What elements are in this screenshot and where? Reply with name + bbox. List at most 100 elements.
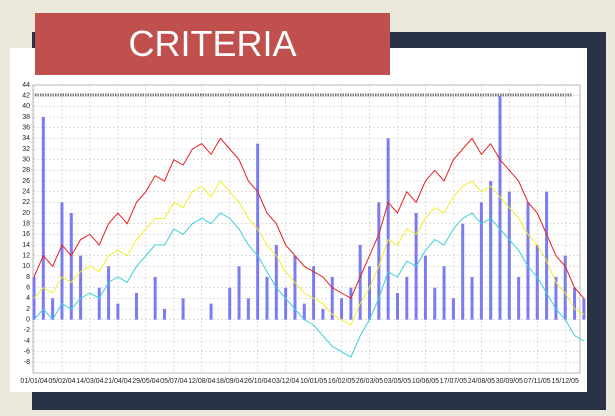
slide-title: CRITERIA: [35, 13, 390, 75]
y-tick-label: -6: [24, 349, 30, 356]
y-tick-label: 24: [22, 189, 30, 196]
x-tick-label: 26/03/05: [356, 378, 383, 385]
y-tick-label: 8: [26, 274, 30, 281]
x-tick-label: 12/08/04: [188, 378, 215, 385]
rain-bar: [135, 293, 139, 320]
y-tick-label: 30: [22, 157, 30, 164]
rain-bar: [340, 298, 344, 320]
y-tick-label: 4: [26, 295, 30, 302]
rain-bar: [330, 277, 334, 320]
rain-bar: [386, 138, 390, 320]
rain-bar: [79, 255, 83, 320]
x-tick-label: 14/03/04: [76, 378, 103, 385]
temperature-line: [33, 180, 585, 326]
rain-bar: [60, 202, 64, 320]
y-tick-label: 40: [22, 103, 30, 110]
rain-bar: [423, 255, 427, 320]
y-tick-label: 34: [22, 135, 30, 142]
x-tick-label: 24/08/05: [468, 378, 495, 385]
x-tick-label: 05/07/04: [160, 378, 187, 385]
rain-bar: [563, 255, 567, 320]
rain-bar: [470, 277, 474, 320]
rain-bar: [302, 303, 306, 320]
rain-bar: [321, 309, 325, 320]
x-tick-label: 01/01/04: [20, 378, 47, 385]
rain-bar: [284, 287, 288, 320]
y-tick-label: 0: [26, 317, 30, 324]
rain-bar: [181, 298, 185, 320]
x-tick-label: 17/07/05: [440, 378, 467, 385]
rain-bar: [107, 266, 111, 320]
rain-bar: [442, 266, 446, 320]
rain-bar: [498, 95, 502, 320]
rain-bar: [489, 181, 493, 320]
rain-bar: [116, 303, 120, 320]
rain-bar: [526, 202, 530, 320]
rain-bar: [265, 277, 269, 320]
y-tick-label: 6: [26, 285, 30, 292]
x-tick-label: 29/05/04: [132, 378, 159, 385]
x-tick-label: 07/11/05: [524, 378, 551, 385]
y-tick-label: 22: [22, 199, 30, 206]
rain-bar: [582, 298, 586, 320]
rain-bar: [69, 213, 73, 320]
y-tick-label: 12: [22, 253, 30, 260]
y-tick-label: 36: [22, 125, 30, 132]
y-tick-label: -4: [24, 338, 30, 345]
x-tick-label: 18/09/04: [216, 378, 243, 385]
rain-bar: [535, 245, 539, 320]
rain-bar: [479, 202, 483, 320]
x-tick-label: 21/04/04: [104, 378, 131, 385]
rain-bar: [461, 223, 465, 320]
temperature-line: [33, 137, 585, 300]
rain-bar: [162, 309, 166, 320]
rain-bar: [349, 287, 353, 320]
rain-bar: [246, 298, 250, 320]
y-tick-label: 20: [22, 210, 30, 217]
y-tick-label: -8: [24, 359, 30, 366]
y-tick-label: 44: [22, 82, 30, 89]
x-tick-label: 26/10/04: [244, 378, 271, 385]
rain-bar: [97, 287, 101, 320]
y-tick-label: 2: [26, 306, 30, 313]
rain-bar: [237, 266, 241, 320]
x-tick-label: 30/09/05: [496, 378, 523, 385]
rain-bar: [41, 117, 45, 320]
x-tick-label: 10/06/05: [412, 378, 439, 385]
rain-bar: [507, 191, 511, 320]
y-tick-label: 10: [22, 263, 30, 270]
x-tick-label: 03/05/05: [384, 378, 411, 385]
x-tick-label: 03/12/04: [272, 378, 299, 385]
x-tick-label: 05/02/04: [48, 378, 75, 385]
rain-bar: [368, 266, 372, 320]
rain-bar: [51, 298, 55, 320]
rain-bar: [228, 287, 232, 320]
y-tick-label: 28: [22, 167, 30, 174]
plot-frame: [32, 84, 581, 374]
rain-bar: [256, 143, 260, 320]
rain-bar: [451, 298, 455, 320]
y-tick-label: 14: [22, 242, 30, 249]
rain-bar: [545, 191, 549, 320]
x-tick-label: 15/12/05: [552, 378, 579, 385]
rain-bar: [405, 277, 409, 320]
y-tick-label: 16: [22, 231, 30, 238]
rain-bar: [433, 287, 437, 320]
y-tick-label: 26: [22, 178, 30, 185]
rain-bar: [312, 266, 316, 320]
rain-bar: [517, 277, 521, 320]
rain-bar: [358, 245, 362, 320]
y-tick-label: 18: [22, 221, 30, 228]
x-tick-label: 16/02/05: [328, 378, 355, 385]
y-tick-label: 42: [22, 93, 30, 100]
rain-bar: [293, 255, 297, 320]
x-tick-label: 10/01/05: [300, 378, 327, 385]
rain-bar: [209, 303, 213, 320]
rain-bar: [554, 277, 558, 320]
y-tick-label: 32: [22, 146, 30, 153]
rain-bar: [377, 202, 381, 320]
y-tick-label: 38: [22, 114, 30, 121]
temperature-line: [33, 212, 585, 358]
